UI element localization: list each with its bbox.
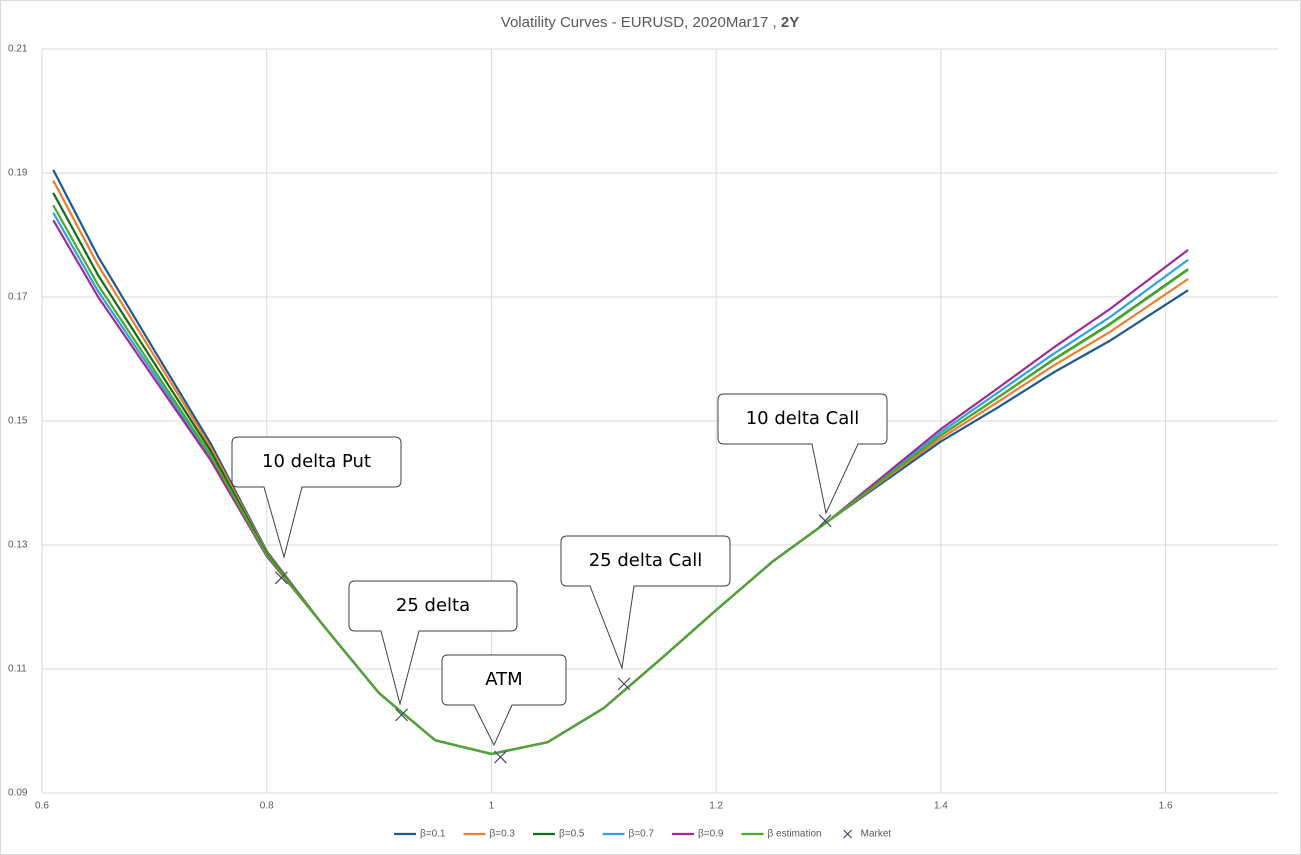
- legend-label: β=0.3: [490, 829, 516, 840]
- callout-text: ATM: [485, 669, 522, 690]
- legend-label: β=0.5: [559, 829, 585, 840]
- y-tick-label: 0.13: [8, 540, 28, 551]
- y-tick-label: 0.09: [8, 788, 28, 799]
- legend-item: β=0.5: [533, 829, 585, 840]
- legend: β=0.1 β=0.3 β=0.5 β=0.7 β=0.9 β estimation Mar…: [394, 829, 891, 840]
- legend-label: β=0.1: [420, 829, 446, 840]
- callout-box: [348, 580, 518, 706]
- legend-item: β=0.7: [602, 829, 655, 840]
- x-tick-label: 1: [489, 801, 495, 812]
- chart-title: Volatility Curves - EURUSD, 2020Mar17 , …: [501, 14, 799, 31]
- x-tick-label: 0.6: [35, 801, 49, 812]
- legend-item: Market: [843, 829, 892, 840]
- x-tick-label: 1.4: [934, 801, 948, 812]
- legend-label: β=0.9: [698, 829, 724, 840]
- callout-box: [441, 654, 567, 747]
- legend-item: β=0.3: [463, 829, 516, 840]
- callout-box: [560, 535, 731, 670]
- plot: [52, 169, 1189, 764]
- series-line: [52, 204, 1189, 756]
- callout-box: [231, 436, 402, 559]
- callout-text: 10 delta Call: [746, 408, 860, 429]
- legend-label: β estimation: [768, 829, 822, 840]
- callout-text: 25 delta Call: [589, 550, 703, 571]
- legend-item: β=0.1: [394, 829, 446, 840]
- callout-text: 25 delta: [396, 595, 470, 616]
- title-emphasis: 2Y: [781, 14, 799, 31]
- y-tick-label: 0.11: [8, 664, 27, 675]
- market-point: [494, 750, 507, 764]
- y-tick-label: 0.17: [8, 292, 28, 303]
- annotations: 10 delta Put 25 delta ATM 25 delta Call 10 d…: [231, 393, 888, 747]
- market-point: [274, 571, 288, 585]
- market-point: [395, 708, 408, 722]
- legend-item: β=0.9: [672, 829, 724, 840]
- y-tick-label: 0.15: [8, 416, 28, 427]
- x-tick-label: 0.8: [260, 801, 274, 812]
- market-point: [617, 677, 631, 691]
- y-tick-label: 0.19: [8, 168, 28, 179]
- callout-box: [717, 393, 888, 515]
- callout-text: 10 delta Put: [262, 451, 371, 472]
- legend-label: Market: [861, 829, 892, 840]
- y-tick-label: 0.21: [8, 44, 28, 55]
- x-tick-label: 1.2: [709, 801, 723, 812]
- legend-item: β estimation: [741, 829, 822, 840]
- market-point: [818, 514, 832, 528]
- legend-marker: [843, 829, 853, 839]
- grid: 0.09 0.11 0.13 0.15 0.17 0.19 0.21 0.6 0.8 1 1.2 1.…: [8, 44, 1278, 812]
- title-main: Volatility Curves - EURUSD, 2020Mar17 ,: [501, 14, 777, 31]
- x-tick-label: 1.6: [1159, 801, 1173, 812]
- legend-label: β=0.7: [629, 829, 655, 840]
